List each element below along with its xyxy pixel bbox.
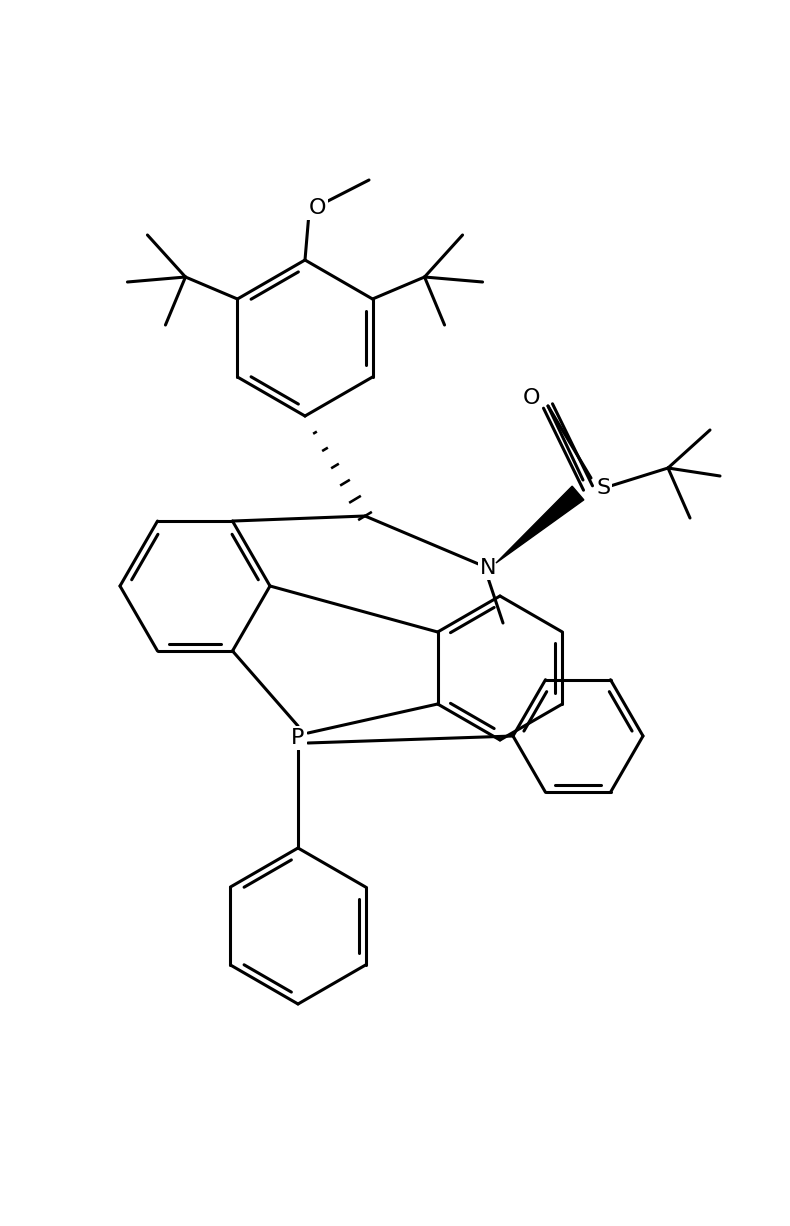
Text: P: P (292, 728, 305, 748)
Text: S: S (596, 478, 610, 498)
Text: O: O (308, 199, 325, 218)
Text: N: N (480, 558, 496, 577)
Text: O: O (522, 387, 540, 408)
Polygon shape (496, 487, 584, 563)
